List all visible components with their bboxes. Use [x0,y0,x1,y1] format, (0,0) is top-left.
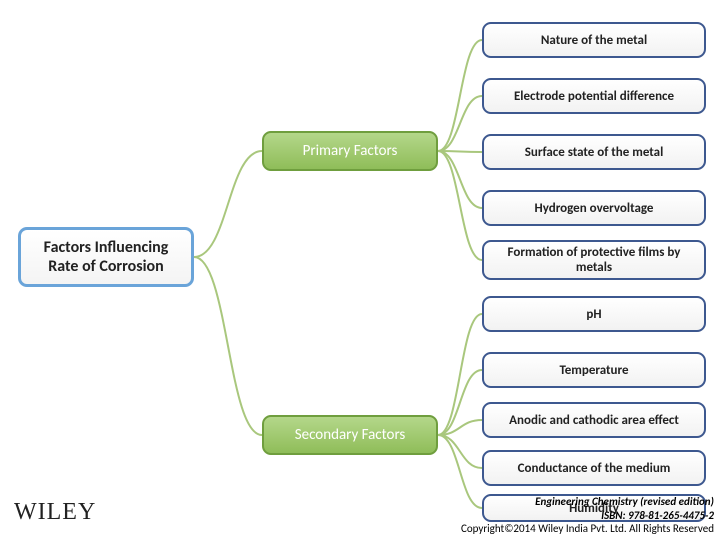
leaf-node-3: Hydrogen overvoltage [482,190,706,226]
footer-line: ISBN: 978-81-265-4475-2 [461,509,714,523]
leaf-node-4: Formation of protective films by metals [482,240,706,280]
leaf-node-8: Conductance of the medium [482,450,706,486]
leaf-node-2: Surface state of the metal [482,134,706,170]
publisher-logo: WILEY [14,499,96,526]
footer-line: Engineering Chemistry (revised edition) [461,495,714,509]
leaf-node-0: Nature of the metal [482,22,706,58]
mid-node-secondary: Secondary Factors [262,415,438,455]
leaf-node-6: Temperature [482,352,706,388]
leaf-node-7: Anodic and cathodic area effect [482,402,706,438]
leaf-node-5: pH [482,296,706,332]
footer-credits: Engineering Chemistry (revised edition) … [461,495,714,536]
footer-line: Copyright©2014 Wiley India Pvt. Ltd. All… [461,522,714,536]
root-node: Factors Influencing Rate of Corrosion [18,227,194,287]
leaf-node-1: Electrode potential difference [482,78,706,114]
mid-node-primary: Primary Factors [262,131,438,171]
